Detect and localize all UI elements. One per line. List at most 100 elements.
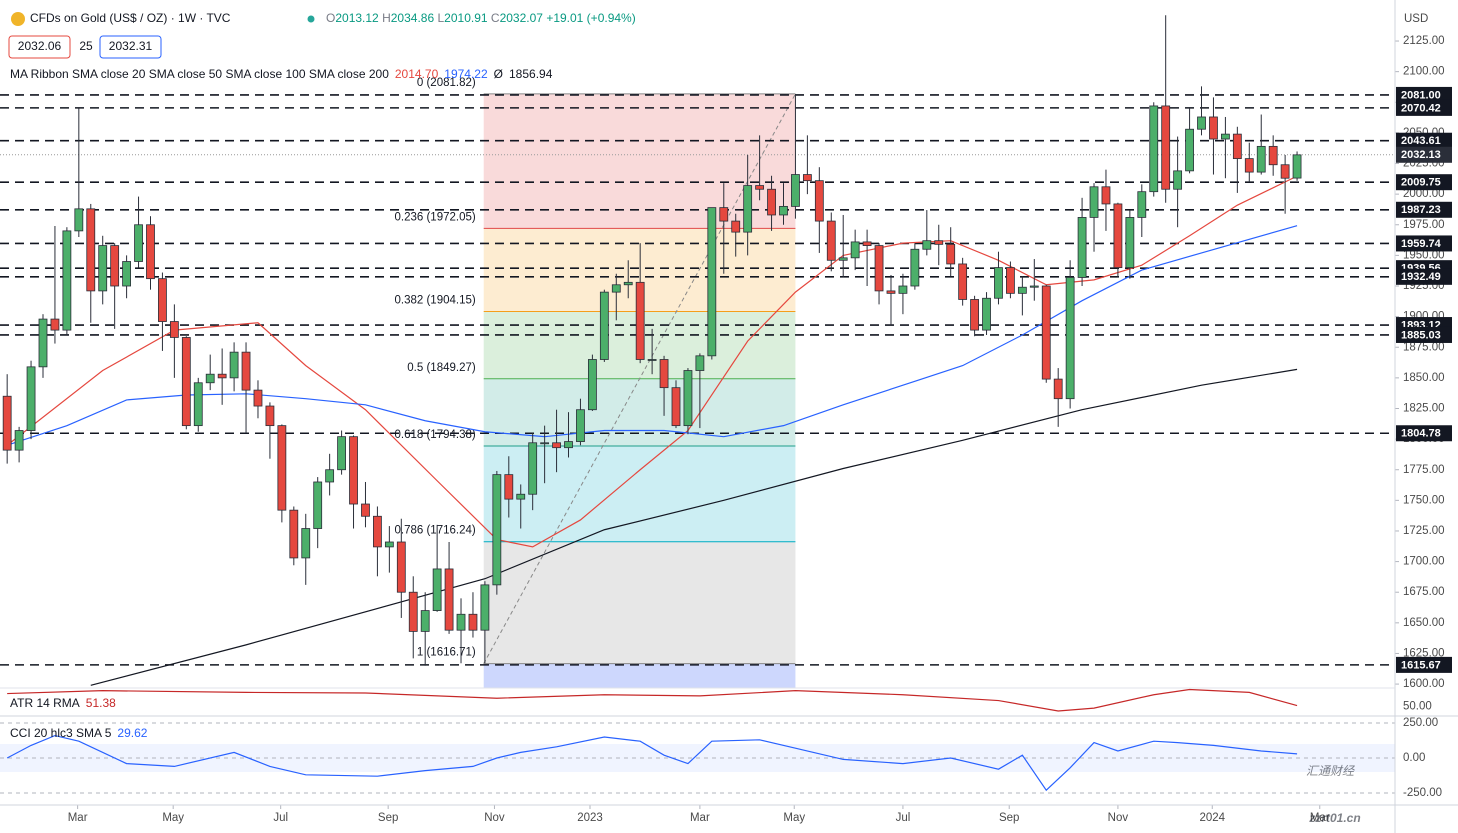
candle-body (110, 245, 120, 287)
y-tick-label: 1950.00 (1403, 249, 1445, 261)
y-tick-label: 1600.00 (1403, 678, 1445, 690)
candle-body (755, 185, 765, 190)
fib-label: 0.236 (1972.05) (395, 211, 476, 223)
y-tick-label: 50.00 (1403, 700, 1432, 712)
candle-body (146, 224, 155, 280)
candle-body (1197, 116, 1206, 130)
candle-body (2, 395, 12, 451)
candle-body (277, 425, 287, 511)
price-label: 2009.75 (1401, 177, 1441, 189)
price-label: 2081.00 (1401, 89, 1441, 101)
candle-body (587, 359, 597, 411)
moving-average (6, 175, 1298, 548)
moving-average (6, 225, 1298, 446)
atr-label: ATR 14 RMA (10, 696, 80, 710)
ohlc-value: 2034.86 (391, 11, 435, 25)
ohlc-value: 2032.07 (500, 11, 544, 25)
ohlc-key: C (491, 11, 500, 25)
bid-box[interactable] (8, 35, 71, 59)
ma-legend: MA Ribbon SMA close 20 SMA close 50 SMA … (10, 67, 553, 81)
x-tick-label: Mar (690, 812, 710, 824)
x-tick-label: Jul (896, 812, 911, 824)
candle-body (181, 337, 191, 427)
candle-body (826, 220, 836, 261)
candle-body (373, 515, 382, 548)
y-tick-label: 1850.00 (1403, 372, 1445, 384)
candle-body (289, 509, 299, 559)
candle-body (767, 188, 776, 216)
candle-body (229, 351, 239, 379)
candle-body (38, 318, 48, 368)
candle-body (802, 174, 812, 182)
y-tick-label: 1825.00 (1403, 403, 1445, 415)
change: +19.01 (+0.94%) (546, 11, 635, 25)
candle-body (814, 180, 824, 222)
candle-body (970, 299, 979, 331)
ma-value: 2014.70 (395, 67, 439, 81)
candle-body (62, 230, 72, 331)
currency[interactable]: USD (1404, 13, 1428, 25)
candle-body (1185, 128, 1194, 172)
candle-body (1137, 191, 1147, 218)
cci-last: 29.62 (117, 726, 147, 740)
fib-zone (483, 663, 796, 688)
price-label: 1885.03 (1401, 329, 1441, 341)
candle-body (659, 359, 669, 389)
atr-line (7, 688, 1298, 712)
candle-body (492, 474, 502, 586)
y-tick-label: 0.00 (1403, 752, 1425, 764)
cci-label: CCI 20 hlc3 SMA 5 (10, 726, 112, 740)
candle-body (743, 185, 753, 233)
last-price-label: 2032.13 (1401, 149, 1441, 161)
candle-body (958, 263, 968, 300)
symbol-title[interactable]: CFDs on Gold (US$ / OZ) · 1W · TVC (30, 11, 231, 25)
candle-body (1256, 145, 1266, 173)
candle-body (1149, 105, 1159, 193)
x-tick-label: May (162, 812, 184, 824)
ask-box[interactable] (99, 35, 162, 59)
candle-body (1125, 217, 1135, 269)
candle-body (480, 584, 490, 631)
status-dot (307, 15, 315, 23)
y-tick-label: 1975.00 (1403, 219, 1445, 231)
y-tick-label: 1625.00 (1403, 647, 1445, 659)
candle-body (313, 481, 323, 529)
spread: 25 (79, 39, 93, 53)
fib-label: 0.382 (1904.15) (395, 295, 476, 307)
candle-body (719, 207, 729, 222)
y-tick-label: 1700.00 (1403, 556, 1445, 568)
x-tick-label: Nov (1108, 812, 1129, 824)
candle-body (731, 220, 741, 233)
price-label: 1959.74 (1401, 238, 1442, 250)
candle-body (456, 613, 466, 631)
candle-body (50, 318, 60, 331)
candle-body (552, 442, 561, 449)
x-tick-label: May (783, 812, 805, 824)
candle-body (26, 366, 36, 431)
candle-body (611, 284, 621, 293)
price-label-box (1396, 326, 1452, 343)
candle-body (134, 224, 143, 262)
candle-body (14, 430, 24, 451)
candle-body (396, 541, 406, 593)
price-label-box (1396, 235, 1452, 252)
y-tick-label: 1675.00 (1403, 586, 1445, 598)
candle-body (982, 297, 991, 331)
candle-body (361, 503, 370, 517)
price-label: 1804.78 (1401, 428, 1441, 440)
candle-body (898, 285, 908, 294)
y-tick-label: 1875.00 (1403, 341, 1445, 353)
candle-body (1268, 145, 1278, 166)
candle-body (874, 245, 884, 292)
price-label: 1987.23 (1401, 204, 1441, 216)
candle-body (1280, 164, 1290, 179)
price-label: 1615.67 (1401, 659, 1441, 671)
candle-body (98, 245, 108, 292)
candle-body (540, 442, 550, 445)
price-label-box (1396, 99, 1452, 116)
x-tick-label: 2023 (577, 812, 603, 824)
candle-body (325, 469, 335, 483)
candle-body (1209, 116, 1218, 140)
candle-body (564, 441, 573, 449)
